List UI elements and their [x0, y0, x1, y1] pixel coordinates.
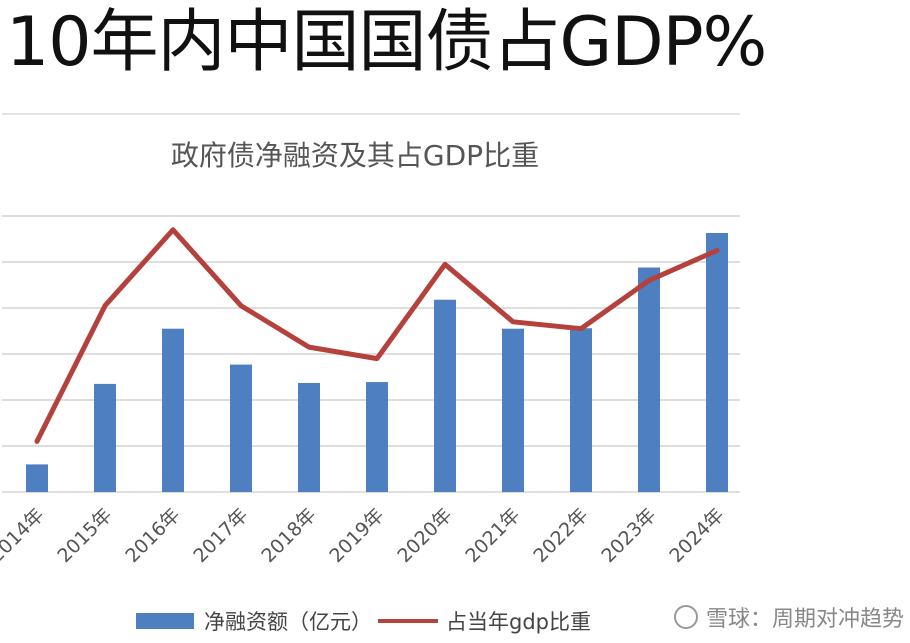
bar: [94, 383, 116, 492]
legend-bar-swatch: [136, 613, 194, 629]
bar: [366, 382, 388, 492]
x-tick-label: 2015年: [53, 504, 116, 567]
x-tick-label: 2016年: [121, 504, 184, 567]
bar: [502, 328, 524, 492]
headline: 10年内中国国债占GDP%: [6, 3, 767, 82]
chart-svg: 2014年 2015年 2016年 2017年 2018年 2019年 2020年 2021年…: [0, 113, 740, 567]
bar: [298, 382, 320, 492]
x-tick-label: 2017年: [189, 504, 252, 567]
legend: 净融资额（亿元） 占当年gdp比重: [0, 606, 910, 642]
x-tick-label: 2021年: [461, 504, 524, 567]
watermark: 雪球：周期对冲趋势: [673, 601, 904, 633]
x-tick-label: 2022年: [529, 504, 592, 567]
x-tick-label: 2024年: [665, 504, 728, 567]
legend-item-line: 占当年gdp比重: [378, 606, 591, 636]
snowball-logo-icon: [673, 605, 698, 629]
bar: [706, 233, 728, 492]
bar: [434, 299, 456, 492]
series-line: [34, 227, 720, 444]
x-tick-label: 2020年: [393, 504, 456, 567]
chart-container: 政府债净融资及其占GDP比重 2014年 2015年 2016年 2017年 2018年…: [0, 96, 910, 643]
bar: [638, 267, 660, 492]
chart-title: 政府债净融资及其占GDP比重: [170, 139, 540, 172]
x-tick-label: 2019年: [325, 504, 388, 567]
bar: [162, 328, 184, 492]
legend-label-bars: 净融资额（亿元）: [204, 610, 372, 634]
x-tick-label: 2023年: [597, 504, 660, 567]
bar: [230, 364, 252, 492]
bar: [26, 464, 48, 492]
watermark-text: 雪球：周期对冲趋势: [705, 607, 904, 632]
legend-label-line: 占当年gdp比重: [446, 610, 591, 634]
legend-item-bars: 净融资额（亿元）: [136, 606, 372, 636]
x-tick-label: 2018年: [257, 504, 320, 567]
x-tick-label: 2014年: [0, 504, 49, 567]
legend-line-swatch: [378, 619, 438, 623]
bar: [570, 328, 592, 492]
